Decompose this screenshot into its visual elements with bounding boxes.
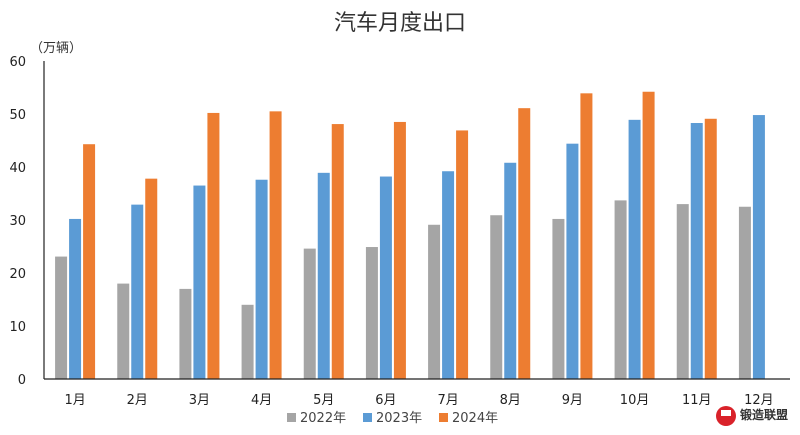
x-tick-label: 2月: [127, 393, 148, 408]
bar-2023年-7月: [442, 171, 455, 379]
x-tick-label: 3月: [189, 393, 210, 408]
y-tick-label: 50: [9, 108, 26, 123]
legend-swatch: [439, 413, 448, 422]
bar-2022年-5月: [303, 248, 316, 379]
bar-2024年-1月: [83, 144, 96, 379]
bar-2023年-2月: [131, 204, 144, 379]
bar-2024年-9月: [580, 93, 593, 379]
bar-2022年-10月: [614, 200, 627, 379]
legend-label: 2023年: [376, 411, 422, 426]
y-tick-label: 0: [18, 373, 26, 388]
legend-swatch: [363, 413, 372, 422]
watermark-logo-mark: [721, 410, 731, 416]
y-tick-label: 30: [9, 214, 26, 229]
bar-2022年-7月: [428, 224, 441, 379]
legend-label: 2022年: [300, 411, 346, 426]
y-tick-label: 10: [9, 320, 26, 335]
watermark-text: 锻造联盟: [740, 407, 788, 422]
y-axis-unit-label: （万辆）: [30, 41, 82, 56]
bar-2024年-10月: [642, 91, 655, 380]
bar-2023年-8月: [504, 162, 517, 379]
bar-2022年-11月: [676, 204, 689, 379]
x-tick-label: 1月: [64, 393, 85, 408]
bar-2023年-9月: [566, 143, 579, 379]
x-tick-label: 8月: [500, 393, 521, 408]
bar-2022年-4月: [241, 304, 254, 379]
bar-2022年-3月: [179, 288, 192, 379]
bar-2022年-2月: [117, 283, 130, 379]
bar-2022年-1月: [55, 256, 68, 379]
bar-2023年-4月: [255, 179, 268, 379]
y-axis-ticks: 0 10 20 30 40 50 60: [9, 55, 26, 388]
watermark-logo: 锻造联盟: [716, 406, 788, 426]
x-tick-label: 4月: [251, 393, 272, 408]
bar-2023年-3月: [193, 185, 206, 379]
legend-label: 2024年: [452, 411, 498, 426]
y-tick-label: 40: [9, 161, 26, 176]
bar-2023年-1月: [69, 218, 82, 379]
bar-2023年-12月: [752, 115, 765, 379]
x-tick-label: 11月: [682, 393, 712, 408]
chart-title: 汽车月度出口: [334, 11, 466, 36]
x-tick-label: 12月: [744, 393, 774, 408]
bar-2022年-6月: [365, 247, 378, 379]
y-tick-label: 20: [9, 267, 26, 282]
y-tick-label: 60: [9, 55, 26, 70]
bar-2023年-5月: [317, 172, 330, 379]
bar-2024年-2月: [145, 178, 158, 379]
bar-2024年-8月: [518, 108, 531, 380]
bars: [55, 91, 765, 380]
x-tick-label: 6月: [375, 393, 396, 408]
bar-2024年-3月: [207, 112, 220, 379]
bar-2023年-6月: [379, 176, 392, 379]
x-axis-labels: 1月 2月 3月 4月 5月 6月 7月 8月 9月 10月 11月 12月: [64, 393, 773, 408]
legend-swatch: [287, 413, 296, 422]
bar-2024年-11月: [704, 118, 717, 380]
bar-2022年-12月: [738, 206, 751, 379]
bar-2024年-5月: [331, 124, 344, 379]
bar-2023年-11月: [690, 123, 703, 379]
bar-2024年-6月: [393, 121, 406, 379]
x-tick-label: 7月: [437, 393, 458, 408]
x-tick-label: 5月: [313, 393, 334, 408]
x-tick-label: 10月: [620, 393, 650, 408]
bar-2024年-7月: [456, 130, 469, 379]
bar-2023年-10月: [628, 119, 641, 379]
bar-2024年-4月: [269, 111, 282, 379]
legend: 2022年 2023年 2024年: [287, 411, 498, 426]
bar-2022年-8月: [490, 215, 503, 379]
x-tick-label: 9月: [562, 393, 583, 408]
bar-2022年-9月: [552, 218, 565, 379]
